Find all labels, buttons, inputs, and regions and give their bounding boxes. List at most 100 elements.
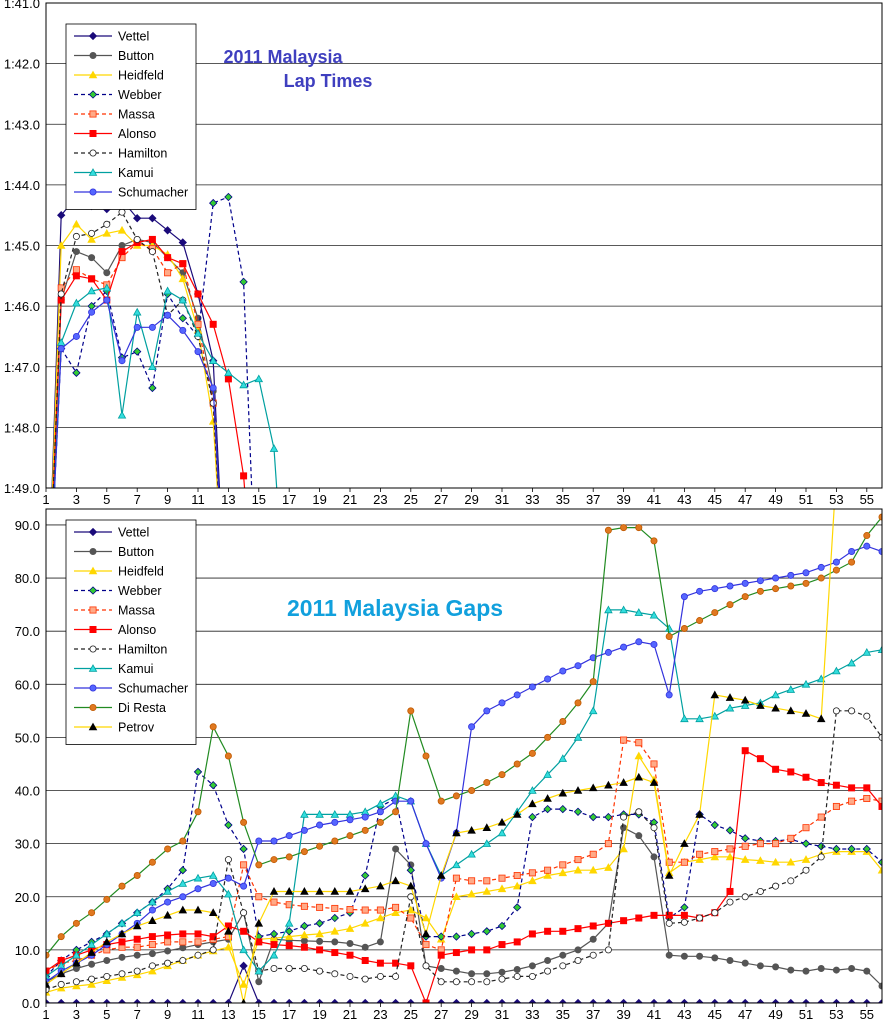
data-point-di-resta	[88, 909, 96, 917]
data-point-di-resta	[422, 752, 430, 760]
data-point-kamui	[604, 605, 613, 614]
y-tick-label: 70.0	[15, 624, 40, 639]
data-point-di-resta	[483, 779, 491, 787]
data-point-alonso	[148, 235, 156, 243]
data-point-vettel	[497, 998, 507, 1003]
data-point-schumacher	[148, 323, 156, 331]
data-point-di-resta	[118, 882, 126, 890]
data-point-petrov	[148, 916, 157, 924]
data-point-kamui	[163, 286, 172, 295]
data-point-vettel	[619, 998, 628, 1003]
data-point-heidfeld	[406, 905, 416, 914]
data-point-webber	[285, 927, 294, 936]
data-point-schumacher	[711, 585, 719, 593]
data-point-vettel	[406, 998, 415, 1003]
data-point-webber	[178, 314, 187, 323]
data-point-alonso	[179, 930, 187, 938]
data-point-button	[726, 957, 734, 965]
data-point-heidfeld	[786, 857, 796, 866]
data-point-schumacher	[148, 906, 156, 914]
data-point-schumacher	[832, 558, 840, 566]
data-point-webber	[680, 903, 689, 912]
data-point-alonso	[179, 260, 187, 268]
data-point-alonso	[513, 938, 521, 946]
x-tick-label: 13	[221, 1007, 235, 1022]
x-tick-label: 37	[586, 492, 600, 506]
data-point-schumacher	[483, 707, 491, 715]
data-point-vettel	[665, 998, 674, 1003]
data-point-schumacher	[665, 691, 673, 699]
x-tick-label: 19	[312, 492, 326, 506]
data-point-massa	[407, 914, 415, 922]
data-point-vettel	[46, 998, 51, 1003]
data-point-di-resta	[407, 707, 415, 715]
data-point-schumacher	[255, 837, 263, 845]
legend-label-schumacher: Schumacher	[118, 682, 188, 696]
data-point-alonso	[787, 768, 795, 776]
gaps-chart: 0.0 10.0 20.0 30.0 40.0 50.0 60.0 70.0 80.0 90.0 1…	[15, 508, 883, 1022]
data-point-massa	[802, 824, 810, 832]
x-tick-label: 25	[404, 492, 418, 506]
data-point-schumacher	[240, 882, 248, 890]
y-tick-label: 1:43.0	[4, 117, 40, 132]
data-point-hamilton	[756, 887, 764, 895]
x-tick-label: 37	[586, 1007, 600, 1022]
data-point-kamui	[467, 849, 476, 858]
data-point-petrov	[406, 881, 416, 890]
data-point-heidfeld	[558, 868, 568, 877]
data-point-massa	[726, 845, 734, 853]
data-point-hamilton	[620, 813, 628, 821]
data-point-schumacher	[179, 893, 187, 901]
data-point-di-resta	[316, 842, 324, 850]
data-point-di-resta	[696, 617, 704, 625]
data-point-hamilton	[878, 733, 882, 741]
data-point-webber	[315, 919, 324, 928]
data-point-schumacher	[498, 699, 506, 707]
data-point-hamilton	[696, 914, 704, 922]
data-point-di-resta	[285, 853, 293, 861]
data-point-webber	[452, 932, 461, 941]
legend-label-alonso: Alonso	[118, 127, 156, 141]
data-point-kamui	[87, 940, 96, 948]
data-point-schumacher	[589, 654, 597, 662]
data-point-vettel	[832, 998, 841, 1003]
data-point-alonso	[209, 933, 217, 941]
data-point-schumacher	[57, 345, 65, 353]
data-point-di-resta	[376, 818, 384, 826]
data-point-heidfeld	[376, 913, 385, 922]
x-tick-label: 29	[464, 1007, 478, 1022]
data-point-vettel	[452, 998, 461, 1003]
data-point-vettel	[315, 998, 324, 1003]
data-point-heidfeld	[330, 926, 340, 935]
data-point-kamui	[300, 810, 309, 818]
data-point-hamilton	[103, 220, 111, 228]
data-point-alonso	[544, 927, 552, 935]
data-point-heidfeld	[543, 871, 552, 879]
data-point-kamui	[801, 679, 811, 688]
data-point-hamilton	[437, 978, 445, 986]
x-tick-label: 45	[708, 492, 722, 506]
legend-label-hamilton: Hamilton	[118, 643, 167, 657]
data-point-petrov	[254, 918, 264, 927]
chart-title-line-1: 2011 Malaysia	[223, 47, 343, 67]
data-point-massa	[817, 813, 825, 821]
data-point-vettel	[589, 998, 598, 1003]
data-point-di-resta	[878, 513, 882, 521]
x-tick-label: 43	[677, 492, 691, 506]
data-point-heidfeld	[87, 979, 96, 988]
data-point-vettel	[376, 998, 385, 1003]
data-point-button	[863, 967, 871, 975]
data-point-kamui	[239, 380, 248, 389]
data-point-kamui	[117, 410, 127, 419]
data-point-schumacher	[270, 837, 278, 845]
data-point-kamui	[72, 298, 81, 307]
legend-label-massa: Massa	[118, 108, 155, 122]
data-point-alonso	[665, 911, 673, 919]
series-group	[51, 192, 279, 488]
data-point-di-resta	[164, 845, 172, 853]
data-point-webber	[209, 781, 218, 790]
data-point-hamilton	[164, 959, 172, 967]
data-point-massa	[194, 938, 202, 946]
legend-label-di-resta: Di Resta	[118, 701, 166, 715]
